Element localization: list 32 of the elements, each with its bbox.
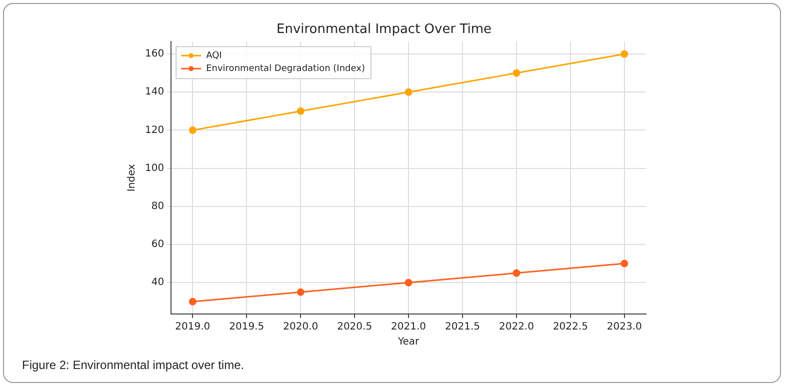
x-tick-label: 2022.5	[552, 322, 588, 333]
y-tick-label: 40	[151, 277, 164, 288]
y-tick-label: 140	[144, 86, 164, 98]
chart-title: Environmental Impact Over Time	[276, 22, 492, 38]
point	[188, 298, 196, 306]
y-tick-label: 80	[151, 200, 164, 212]
legend-label: AQI	[206, 50, 222, 61]
x-axis-title: Year	[396, 336, 420, 348]
point	[296, 107, 304, 115]
point	[404, 88, 412, 96]
x-tick-label: 2019.0	[175, 322, 210, 333]
x-tick-label: 2022.0	[498, 322, 534, 333]
y-axis-title: Index	[126, 164, 138, 192]
x-tick-label: 2020.0	[283, 322, 318, 333]
point	[188, 126, 196, 134]
point	[296, 288, 304, 296]
x-tick-label: 2023.0	[606, 322, 642, 333]
x-tick-label: 2021.5	[445, 322, 480, 333]
x-tick-label: 2020.5	[337, 322, 372, 333]
y-tick-label: 160	[144, 48, 164, 60]
legend-label: Environmental Degradation (Index)	[206, 64, 365, 74]
x-tick-label: 2019.5	[229, 322, 264, 333]
y-tick-label: 120	[144, 124, 164, 136]
y-tick-label: 60	[151, 239, 164, 250]
point	[512, 269, 520, 277]
point	[512, 69, 520, 77]
y-tick-label: 100	[144, 162, 164, 174]
caption: Figure 2: Environmental impact over time.	[22, 358, 244, 372]
point	[404, 278, 412, 286]
point	[620, 260, 628, 268]
x-tick-label: 2021.0	[391, 322, 426, 333]
point	[620, 50, 628, 58]
